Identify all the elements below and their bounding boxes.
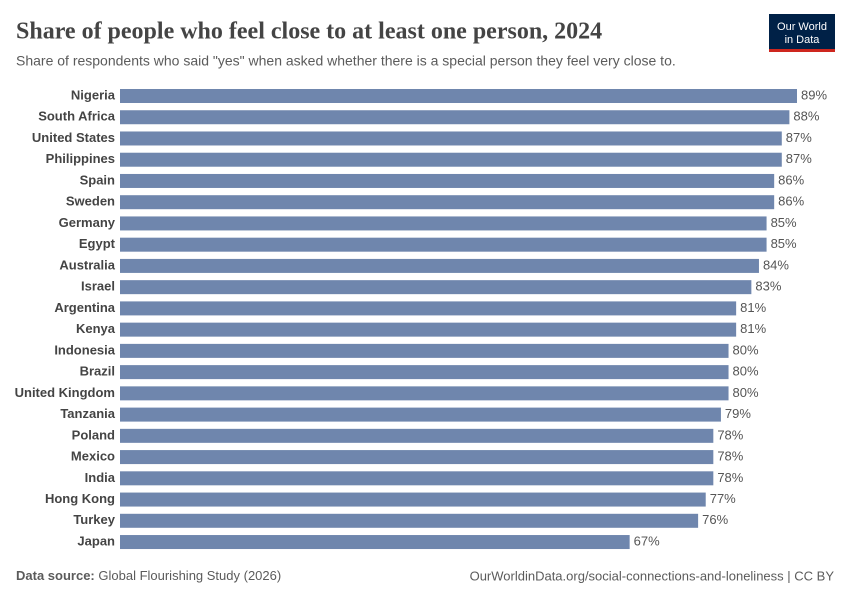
- category-label: Nigeria: [71, 87, 116, 102]
- bar: [120, 216, 767, 231]
- bar: [120, 492, 706, 507]
- category-label: United Kingdom: [15, 385, 115, 400]
- bar: [120, 322, 737, 337]
- bar: [120, 343, 729, 358]
- value-label: 85%: [771, 236, 797, 251]
- source-label: Data source:: [16, 568, 95, 583]
- source: Data source: Global Flourishing Study (2…: [16, 568, 281, 583]
- bar: [120, 428, 714, 443]
- value-label: 78%: [717, 470, 743, 485]
- value-label: 80%: [733, 385, 759, 400]
- category-label: Mexico: [71, 449, 115, 464]
- category-label: Germany: [59, 215, 116, 230]
- category-label: South Africa: [38, 109, 116, 124]
- chart-subtitle: Share of respondents who said "yes" when…: [16, 53, 676, 69]
- category-label: Brazil: [80, 364, 115, 379]
- value-label: 81%: [740, 321, 766, 336]
- value-label: 84%: [763, 257, 789, 272]
- bar: [120, 280, 752, 295]
- value-label: 76%: [702, 512, 728, 527]
- source-text: Global Flourishing Study (2026): [98, 568, 281, 583]
- bar: [120, 513, 699, 528]
- value-label: 81%: [740, 300, 766, 315]
- value-label: 85%: [771, 215, 797, 230]
- category-label: Argentina: [54, 300, 115, 315]
- value-label: 89%: [801, 87, 827, 102]
- category-label: Sweden: [66, 194, 115, 209]
- logo-box: [769, 14, 835, 52]
- value-label: 87%: [786, 151, 812, 166]
- category-label: Tanzania: [60, 406, 115, 421]
- bar: [120, 386, 729, 401]
- value-label: 77%: [710, 491, 736, 506]
- value-label: 80%: [733, 342, 759, 357]
- bar: [120, 535, 630, 550]
- category-label: Japan: [77, 533, 115, 548]
- category-label: Turkey: [73, 512, 115, 527]
- bar: [120, 110, 790, 125]
- bar: [120, 152, 782, 167]
- category-label: Israel: [81, 279, 115, 294]
- bar: [120, 258, 759, 273]
- bar: [120, 89, 797, 103]
- bar: [120, 237, 767, 252]
- value-label: 79%: [725, 406, 751, 421]
- bar: [120, 365, 729, 380]
- bar: [120, 471, 714, 486]
- bar: [120, 195, 775, 210]
- value-label: 88%: [793, 109, 819, 124]
- category-label: Kenya: [76, 321, 116, 336]
- bar: [120, 301, 737, 316]
- logo: Our World in Data: [769, 14, 835, 52]
- bar: [120, 407, 721, 422]
- value-label: 83%: [755, 279, 781, 294]
- value-label: 78%: [717, 449, 743, 464]
- value-label: 86%: [778, 194, 804, 209]
- value-label: 67%: [634, 533, 660, 548]
- category-label: India: [85, 470, 116, 485]
- category-label: Australia: [59, 257, 115, 272]
- value-label: 87%: [786, 130, 812, 145]
- category-label: Spain: [80, 172, 115, 187]
- bar: [120, 131, 782, 146]
- bar: [120, 450, 714, 465]
- value-label: 78%: [717, 427, 743, 442]
- value-label: 86%: [778, 172, 804, 187]
- category-label: United States: [32, 130, 115, 145]
- url: OurWorldinData.org/social-connections-an…: [470, 568, 835, 583]
- bar: [120, 173, 775, 188]
- value-label: 80%: [733, 364, 759, 379]
- logo-text: in Data: [785, 34, 821, 46]
- category-label: Philippines: [46, 151, 115, 166]
- category-label: Hong Kong: [45, 491, 115, 506]
- category-label: Egypt: [79, 236, 116, 251]
- logo-underline: [769, 49, 835, 52]
- category-label: Poland: [72, 427, 115, 442]
- logo-text: Our World: [777, 21, 827, 33]
- category-label: Indonesia: [54, 342, 115, 357]
- chart-title: Share of people who feel close to at lea…: [16, 19, 602, 45]
